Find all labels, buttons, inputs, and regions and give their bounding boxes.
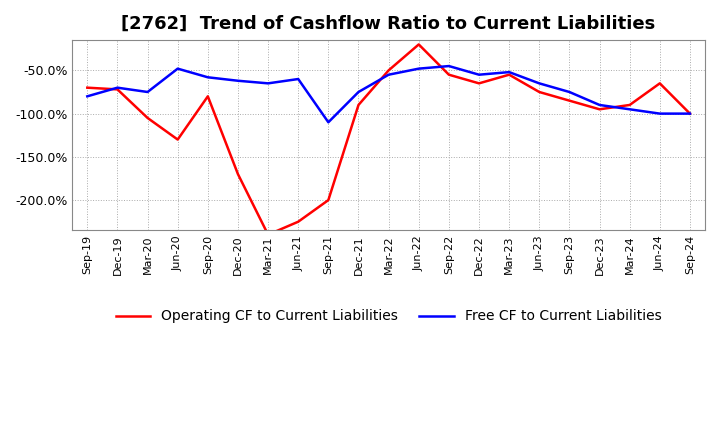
Free CF to Current Liabilities xyxy=(83,94,91,99)
Free CF to Current Liabilities xyxy=(204,75,212,80)
Free CF to Current Liabilities xyxy=(324,120,333,125)
Operating CF to Current Liabilities xyxy=(505,72,513,77)
Title: [2762]  Trend of Cashflow Ratio to Current Liabilities: [2762] Trend of Cashflow Ratio to Curren… xyxy=(122,15,656,33)
Free CF to Current Liabilities xyxy=(474,72,483,77)
Free CF to Current Liabilities xyxy=(685,111,694,116)
Operating CF to Current Liabilities xyxy=(535,89,544,95)
Operating CF to Current Liabilities xyxy=(174,137,182,142)
Operating CF to Current Liabilities xyxy=(474,81,483,86)
Free CF to Current Liabilities xyxy=(113,85,122,90)
Free CF to Current Liabilities xyxy=(565,89,574,95)
Operating CF to Current Liabilities xyxy=(415,42,423,47)
Free CF to Current Liabilities xyxy=(143,89,152,95)
Free CF to Current Liabilities xyxy=(505,70,513,75)
Operating CF to Current Liabilities xyxy=(565,98,574,103)
Operating CF to Current Liabilities xyxy=(294,219,302,224)
Legend: Operating CF to Current Liabilities, Free CF to Current Liabilities: Operating CF to Current Liabilities, Fre… xyxy=(110,304,667,329)
Free CF to Current Liabilities xyxy=(415,66,423,71)
Operating CF to Current Liabilities xyxy=(264,232,272,237)
Operating CF to Current Liabilities xyxy=(655,81,664,86)
Free CF to Current Liabilities xyxy=(174,66,182,71)
Free CF to Current Liabilities xyxy=(233,78,242,84)
Operating CF to Current Liabilities xyxy=(354,103,363,108)
Operating CF to Current Liabilities xyxy=(143,115,152,121)
Operating CF to Current Liabilities xyxy=(204,94,212,99)
Line: Free CF to Current Liabilities: Free CF to Current Liabilities xyxy=(87,66,690,122)
Free CF to Current Liabilities xyxy=(626,106,634,112)
Line: Operating CF to Current Liabilities: Operating CF to Current Liabilities xyxy=(87,44,690,235)
Operating CF to Current Liabilities xyxy=(113,87,122,92)
Operating CF to Current Liabilities xyxy=(83,85,91,90)
Operating CF to Current Liabilities xyxy=(595,106,604,112)
Operating CF to Current Liabilities xyxy=(324,198,333,203)
Free CF to Current Liabilities xyxy=(294,77,302,82)
Free CF to Current Liabilities xyxy=(384,72,393,77)
Free CF to Current Liabilities xyxy=(444,63,453,69)
Operating CF to Current Liabilities xyxy=(685,111,694,116)
Free CF to Current Liabilities xyxy=(264,81,272,86)
Free CF to Current Liabilities xyxy=(655,111,664,116)
Operating CF to Current Liabilities xyxy=(444,72,453,77)
Operating CF to Current Liabilities xyxy=(626,103,634,108)
Operating CF to Current Liabilities xyxy=(233,172,242,177)
Operating CF to Current Liabilities xyxy=(384,68,393,73)
Free CF to Current Liabilities xyxy=(535,81,544,86)
Free CF to Current Liabilities xyxy=(595,103,604,108)
Free CF to Current Liabilities xyxy=(354,89,363,95)
